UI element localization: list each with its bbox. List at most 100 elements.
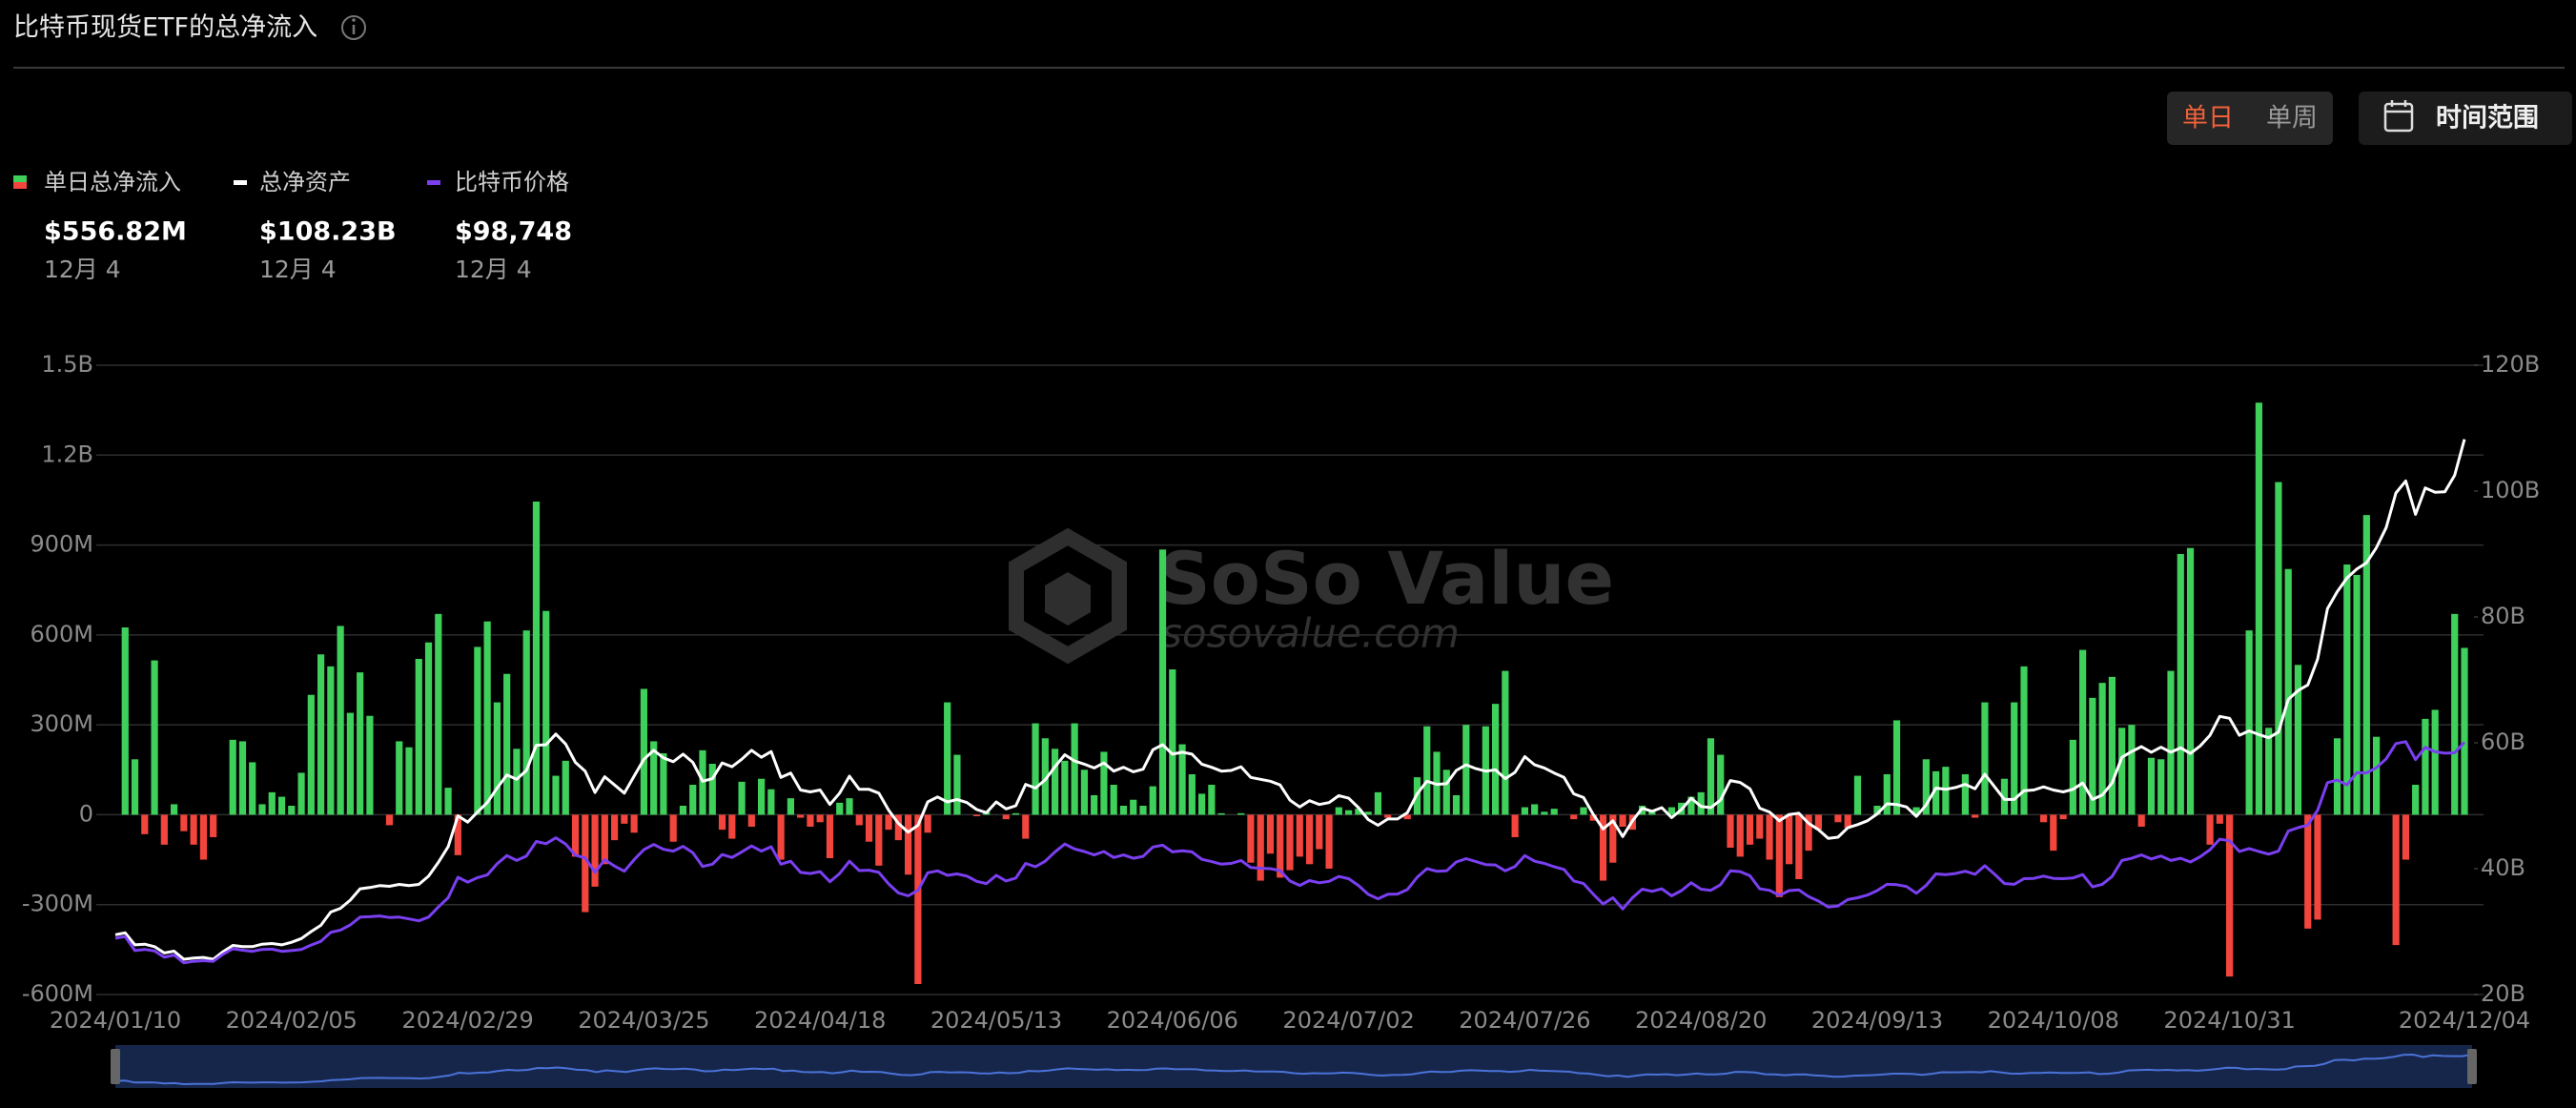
bar: [2431, 709, 2439, 815]
plot-area: -600M -300M 0 300M 600M 900M 1.2B 1.5B 20B 40B 60B…: [22, 351, 2540, 1088]
legend-label[interactable]: 总净资产: [259, 169, 351, 195]
legend-marker: [13, 175, 27, 182]
bar: [2216, 814, 2223, 824]
bar: [317, 654, 325, 815]
bar: [1071, 723, 1078, 815]
bar: [1032, 723, 1039, 815]
bar: [924, 814, 931, 833]
bar: [532, 502, 541, 815]
bar: [1139, 806, 1147, 815]
bar: [435, 613, 442, 815]
bar: [1198, 793, 1206, 815]
bar: [601, 814, 608, 865]
readout-date: 12月 4: [455, 256, 532, 283]
bar: [894, 814, 902, 841]
readout-value: $108.23B: [259, 217, 397, 247]
readout-value: $556.82M: [44, 217, 187, 247]
bar: [738, 781, 746, 815]
bar: [1648, 811, 1656, 815]
bar: [787, 798, 794, 815]
bar: [836, 802, 844, 815]
bar: [542, 610, 550, 815]
bar: [121, 627, 129, 815]
y2-tick-label: 120B: [2481, 351, 2540, 378]
bar: [2177, 554, 2184, 815]
bar: [2275, 482, 2282, 815]
bar: [1795, 814, 1803, 879]
bar: [1364, 811, 1372, 815]
bar: [1403, 814, 1411, 820]
x-tick-label: 2024/01/10: [50, 1007, 181, 1034]
bar: [1452, 795, 1461, 815]
x-tick-label: 2024/05/13: [930, 1007, 1062, 1034]
bar: [669, 814, 677, 842]
bar: [1149, 786, 1156, 815]
bar: [1619, 814, 1626, 827]
bar: [1080, 769, 1088, 815]
bar: [689, 785, 697, 815]
bar: [277, 796, 286, 815]
legend-label[interactable]: 单日总净流入: [44, 169, 181, 195]
y-tick-label: 300M: [30, 710, 93, 737]
bar: [346, 712, 354, 815]
bar: [141, 814, 149, 834]
bar: [2186, 547, 2195, 815]
bar: [210, 814, 217, 837]
bar: [611, 814, 619, 841]
bar: [2137, 814, 2145, 827]
bar: [1766, 814, 1773, 860]
bar: [2098, 683, 2106, 815]
bar: [131, 759, 139, 815]
bar: [444, 788, 452, 815]
bar: [160, 814, 168, 845]
tab-group: [2167, 92, 2333, 145]
bar: [747, 814, 755, 827]
chart-title: 比特币现货ETF的总净流入: [13, 13, 317, 43]
tab-daily[interactable]: 单日: [2182, 104, 2234, 133]
bar: [2206, 814, 2214, 845]
info-icon[interactable]: [341, 15, 366, 40]
y-tick-label: 1.5B: [41, 351, 93, 378]
watermark-url: sosovalue.com: [1161, 610, 1460, 657]
bar: [660, 753, 667, 815]
bar: [2461, 647, 2468, 815]
bar: [1208, 785, 1216, 815]
bar: [1012, 812, 1020, 815]
bar: [1697, 791, 1705, 815]
bar: [1883, 774, 1891, 815]
bar: [1511, 814, 1519, 837]
bar: [679, 806, 687, 815]
y2-tick-label: 40B: [2481, 854, 2525, 881]
readout: $556.82M $108.23B $98,748 12月 4 12月 4 12…: [44, 217, 572, 284]
bar: [944, 702, 951, 815]
bar: [1892, 720, 1901, 815]
range-button-label[interactable]: 时间范围: [2436, 104, 2539, 133]
bar: [1727, 814, 1734, 848]
bar: [2118, 728, 2126, 815]
navigator-handle[interactable]: [2467, 1049, 2477, 1084]
x-tick-label: 2024/07/26: [1459, 1007, 1590, 1034]
bar: [1335, 807, 1342, 815]
bar: [1775, 814, 1783, 897]
tab-weekly[interactable]: 单周: [2266, 104, 2318, 133]
bar: [816, 814, 824, 823]
bar: [2373, 736, 2381, 815]
bar: [424, 642, 433, 815]
y-tick-label: -300M: [22, 891, 93, 917]
bar: [1052, 749, 1059, 815]
watermark: SoSo Value sosovalue.com: [1009, 527, 1614, 665]
bar: [229, 739, 236, 815]
bar: [1355, 809, 1362, 815]
bar: [2343, 564, 2351, 815]
bar: [2333, 738, 2341, 815]
navigator-handle[interactable]: [111, 1049, 120, 1084]
bar: [1041, 738, 1049, 815]
bar: [708, 764, 716, 815]
legend-label[interactable]: 比特币价格: [455, 169, 569, 195]
bar: [1972, 814, 1979, 818]
bar: [1286, 814, 1294, 871]
readout-date: 12月 4: [259, 256, 337, 283]
bar: [2451, 613, 2459, 815]
